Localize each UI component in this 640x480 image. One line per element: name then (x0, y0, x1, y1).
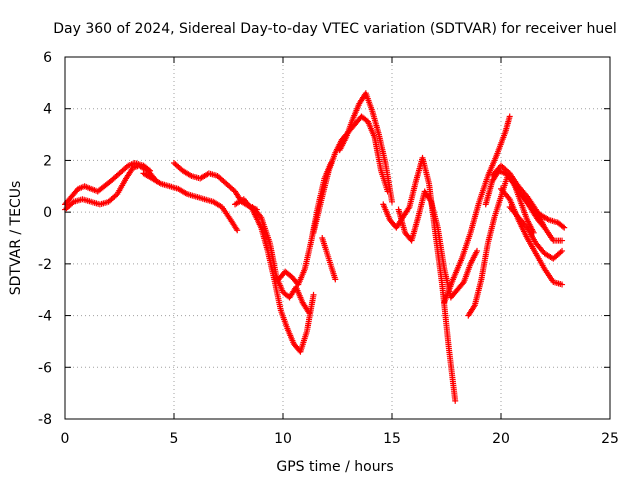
y-tick-label: -8 (38, 412, 52, 428)
plot-border (64, 56, 611, 420)
data-point (310, 291, 317, 298)
data-point (474, 247, 481, 254)
data-point (506, 113, 513, 120)
y-axis-label: SDTVAR / TECUs (8, 181, 24, 296)
x-tick-label: 10 (274, 431, 292, 447)
y-tick-label: 4 (43, 102, 52, 118)
data-point (389, 198, 395, 205)
chart-title: Day 360 of 2024, Sidereal Day-to-day VTE… (53, 21, 616, 37)
data-point (452, 397, 459, 404)
y-tick-label: -2 (38, 257, 52, 273)
y-tick-label: 0 (43, 205, 52, 221)
data-points (62, 90, 568, 404)
x-tick-label: 20 (492, 431, 510, 447)
data-point-trail (459, 280, 466, 287)
data-point (234, 227, 241, 234)
y-tick-label: -4 (38, 309, 52, 325)
y-tick-label: 2 (43, 153, 52, 169)
x-axis-label: GPS time / hours (276, 459, 393, 475)
data-point (559, 247, 566, 254)
data-point (559, 281, 566, 288)
grid (65, 57, 610, 419)
data-point (561, 224, 568, 231)
data-point (332, 276, 339, 283)
y-tick-label: -6 (38, 360, 52, 376)
x-tick-label: 25 (601, 431, 619, 447)
data-point (559, 237, 566, 244)
x-tick-label: 5 (170, 431, 179, 447)
data-point-trail (559, 223, 566, 230)
x-tick-label: 15 (383, 431, 401, 447)
x-tick-label: 0 (61, 431, 70, 447)
data-point (306, 309, 313, 316)
y-tick-label: 6 (43, 50, 52, 66)
